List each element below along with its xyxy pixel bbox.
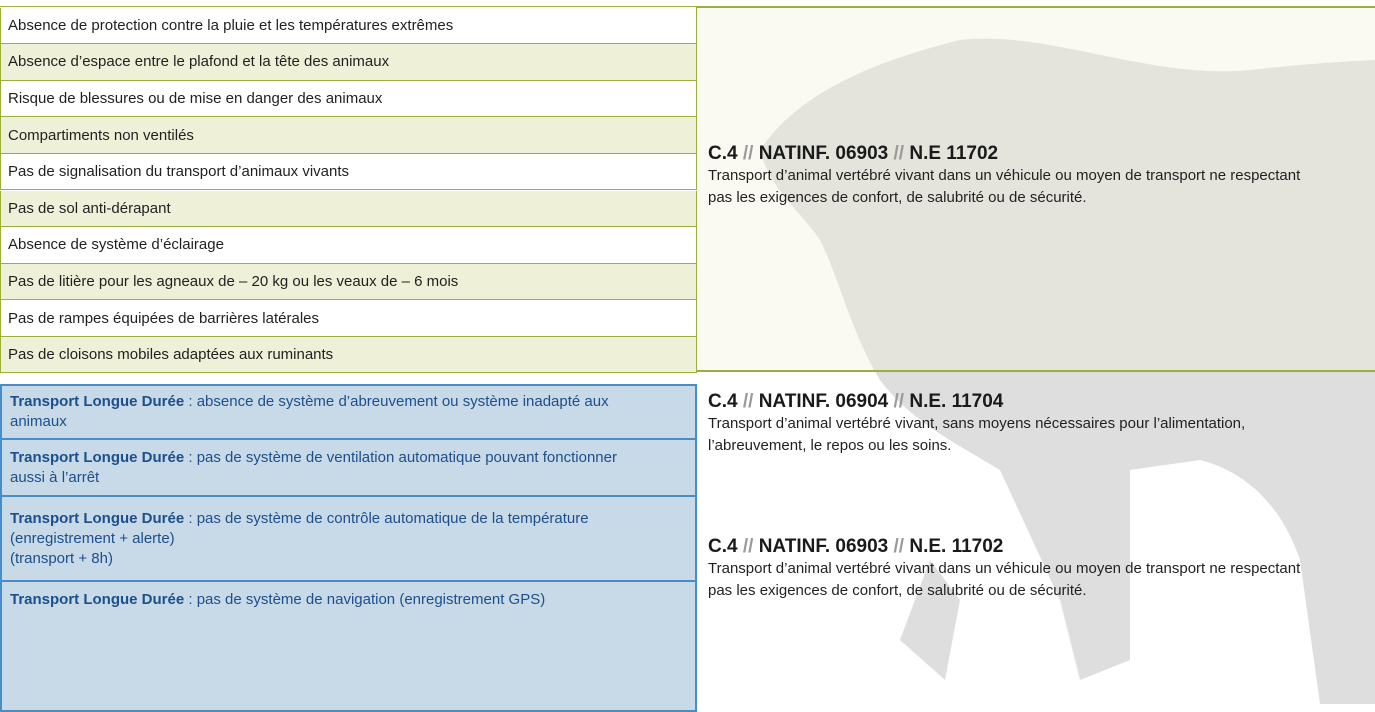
row-desc: : pas de système de ventilation automati… [10,448,617,486]
row-text: Transport Longue Durée : pas de système … [10,448,655,488]
infraction-text: Transport d’animal vertébré vivant dans … [708,167,1301,206]
infraction-1: C.4 // NATINF. 06903 // N.E 11702 Transp… [708,143,1328,209]
blue-top [0,384,697,386]
infraction-2: C.4 // NATINF. 06904 // N.E. 11704 Trans… [708,391,1328,457]
table-top [0,6,697,7]
condition-row: Pas de signalisation du transport d’anim… [0,153,697,191]
long-duration-row: Transport Longue Durée : pas de système … [0,497,697,582]
condition-row: Absence de système d’éclairage [0,227,697,264]
row-label: Transport Longue Durée [10,591,185,608]
sep: // [893,143,905,164]
condition-row: Pas de sol anti-dérapant [0,190,697,228]
infraction-3: C.4 // NATINF. 06903 // N.E. 11702 Trans… [708,536,1328,602]
long-duration-row: Transport Longue Durée : pas de système … [0,582,697,712]
condition-row: Pas de litière pour les agneaux de – 20 … [0,263,697,301]
row-text: Transport Longue Durée : absence de syst… [10,392,655,432]
condition-row: Absence de protection contre la pluie et… [0,7,697,45]
condition-row: Absence d’espace entre le plafond et la … [0,44,697,81]
sep: // [893,536,905,557]
row-label: Transport Longue Durée [10,393,185,410]
code: C.4 [708,536,738,557]
infraction-text: Transport d’animal vertébré vivant, sans… [708,415,1246,454]
code: C.4 [708,143,738,164]
code: NATINF. 06904 [758,391,889,412]
row-desc: : pas de système de contrôle automatique… [10,509,589,547]
long-duration-row: Transport Longue Durée : pas de système … [0,440,697,497]
row-text: Transport Longue Durée : pas de système … [10,509,655,549]
row-label: Transport Longue Durée [10,509,185,527]
long-duration-row: Transport Longue Durée : absence de syst… [0,386,697,440]
sep: // [742,536,754,557]
row-text: Transport Longue Durée : pas de système … [10,590,655,610]
code: N.E. 11702 [909,536,1004,557]
code: NATINF. 06903 [758,143,889,164]
infraction-code: C.4 // NATINF. 06903 // N.E. 11702 [708,536,1328,558]
condition-row: Pas de cloisons mobiles adaptées aux rum… [0,336,697,374]
infraction-cell [696,6,1375,372]
infraction-text: Transport d’animal vertébré vivant dans … [708,560,1301,599]
condition-row: Compartiments non ventilés [0,117,697,154]
sep: // [742,391,754,412]
infraction-code: C.4 // NATINF. 06904 // N.E. 11704 [708,391,1328,413]
row-label: Transport Longue Durée [10,448,185,466]
condition-row: Pas de rampes équipées de barrières laté… [0,300,697,337]
row-desc: : absence de système d’abreuvement ou sy… [10,393,609,430]
code: N.E. 11704 [909,391,1004,412]
sep: // [742,143,754,164]
row-note: (transport + 8h) [10,549,113,567]
code: N.E 11702 [909,143,999,164]
sep: // [893,391,905,412]
code: NATINF. 06903 [758,536,889,557]
code: C.4 [708,391,738,412]
condition-row: Risque de blessures ou de mise en danger… [0,80,697,118]
infraction-code: C.4 // NATINF. 06903 // N.E 11702 [708,143,1328,165]
row-desc: : pas de système de navigation (enregist… [188,591,546,608]
